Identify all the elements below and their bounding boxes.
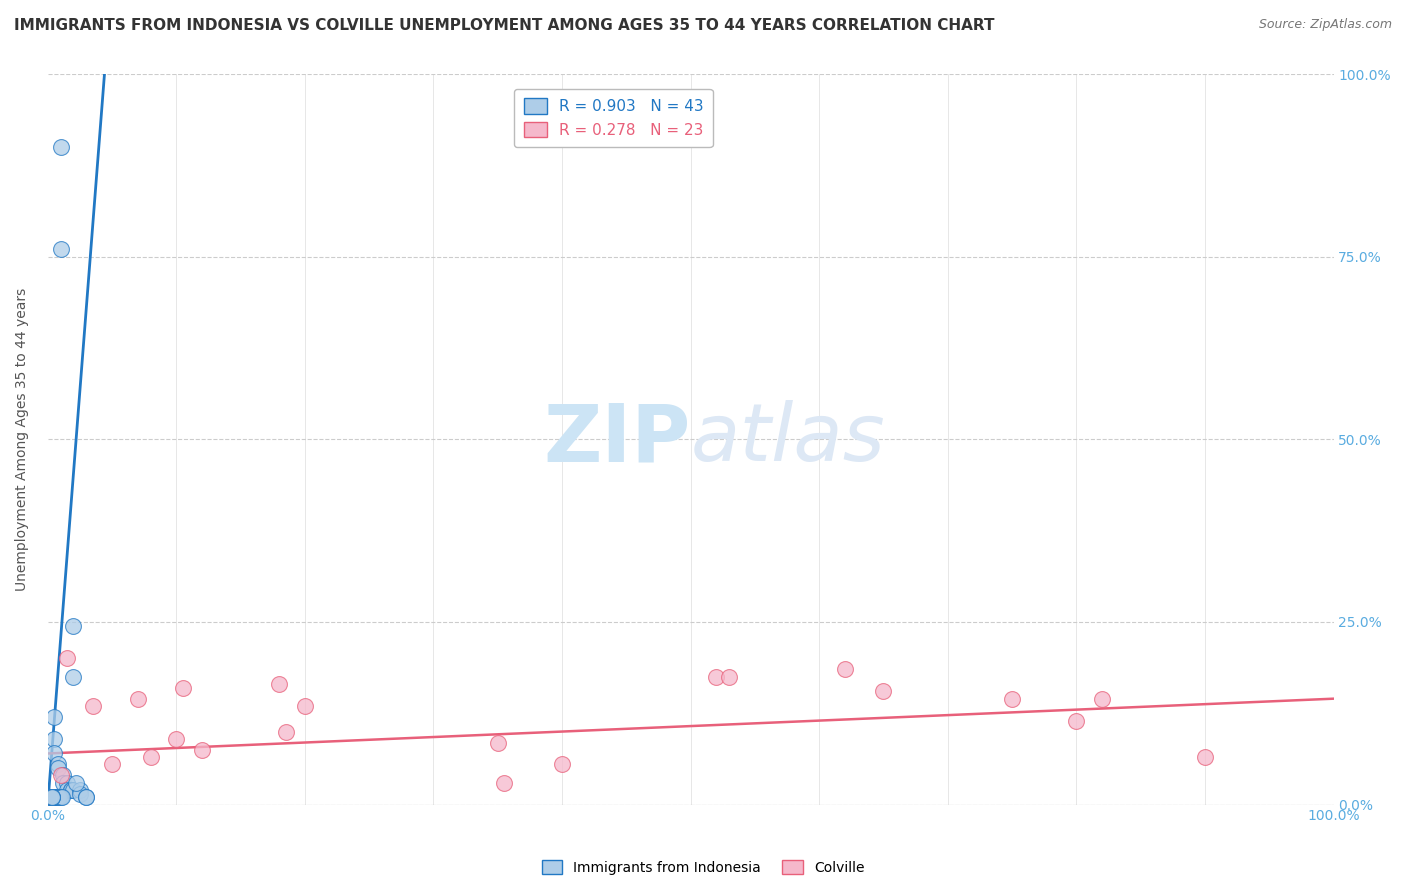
Legend: R = 0.903   N = 43, R = 0.278   N = 23: R = 0.903 N = 43, R = 0.278 N = 23 <box>515 89 713 147</box>
Point <box>56 775 79 789</box>
Point <box>44 790 66 805</box>
Point <box>39 790 62 805</box>
Point <box>41 790 63 805</box>
Point <box>165 731 187 746</box>
Point <box>69 783 91 797</box>
Point <box>486 735 509 749</box>
Point <box>41 790 63 805</box>
Point <box>59 783 82 797</box>
Point <box>41 790 63 805</box>
Point <box>274 724 297 739</box>
Point <box>718 670 741 684</box>
Point <box>48 790 70 805</box>
Point <box>59 783 82 797</box>
Point <box>49 243 72 257</box>
Point <box>62 783 84 797</box>
Point <box>42 790 65 805</box>
Point <box>39 790 62 805</box>
Point <box>294 698 316 713</box>
Text: Source: ZipAtlas.com: Source: ZipAtlas.com <box>1258 18 1392 31</box>
Point <box>45 790 67 805</box>
Point <box>46 761 69 775</box>
Point <box>52 768 75 782</box>
Point <box>49 790 72 805</box>
Point <box>75 790 97 805</box>
Point <box>551 757 574 772</box>
Point <box>75 790 97 805</box>
Point <box>65 775 87 789</box>
Point <box>44 747 66 761</box>
Point <box>45 790 67 805</box>
Point <box>1066 714 1088 728</box>
Point <box>44 790 66 805</box>
Point <box>494 775 516 789</box>
Point <box>69 787 91 801</box>
Point <box>49 140 72 154</box>
Point <box>42 790 65 805</box>
Point <box>269 677 291 691</box>
Point <box>46 790 69 805</box>
Point <box>42 790 65 805</box>
Point <box>41 790 63 805</box>
Legend: Immigrants from Indonesia, Colville: Immigrants from Indonesia, Colville <box>536 855 870 880</box>
Point <box>191 743 214 757</box>
Point <box>39 790 62 805</box>
Point <box>1194 750 1216 764</box>
Point <box>1001 691 1024 706</box>
Point <box>62 670 84 684</box>
Point <box>44 790 66 805</box>
Point <box>704 670 727 684</box>
Text: IMMIGRANTS FROM INDONESIA VS COLVILLE UNEMPLOYMENT AMONG AGES 35 TO 44 YEARS COR: IMMIGRANTS FROM INDONESIA VS COLVILLE UN… <box>14 18 994 33</box>
Point <box>51 790 73 805</box>
Point <box>56 783 79 797</box>
Point <box>834 663 856 677</box>
Point <box>1091 691 1114 706</box>
Text: ZIP: ZIP <box>543 401 690 478</box>
Point <box>872 684 894 698</box>
Point <box>56 651 79 665</box>
Point <box>44 731 66 746</box>
Point <box>172 681 194 695</box>
Point <box>82 698 104 713</box>
Point <box>46 757 69 772</box>
Point <box>41 790 63 805</box>
Point <box>139 750 162 764</box>
Point <box>44 790 66 805</box>
Text: atlas: atlas <box>690 401 886 478</box>
Point <box>44 710 66 724</box>
Point <box>62 618 84 632</box>
Point <box>101 757 124 772</box>
Point <box>52 775 75 789</box>
Point <box>49 768 72 782</box>
Point <box>41 790 63 805</box>
Point <box>127 691 149 706</box>
Y-axis label: Unemployment Among Ages 35 to 44 years: Unemployment Among Ages 35 to 44 years <box>15 288 30 591</box>
